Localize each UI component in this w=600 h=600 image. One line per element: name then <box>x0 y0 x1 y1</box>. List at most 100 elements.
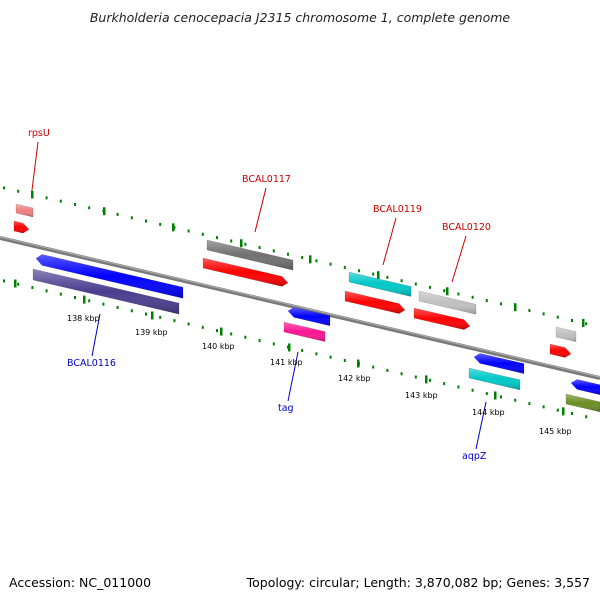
scale-tick-major <box>220 327 223 336</box>
scale-tick <box>414 282 417 286</box>
scale-tick <box>556 408 559 412</box>
gene-label-BCAL0119[interactable]: BCAL0119 <box>373 204 422 215</box>
scale-tick <box>258 246 261 250</box>
scale-tick-major <box>494 391 497 400</box>
feature-BCAL0119-cds[interactable] <box>344 290 406 314</box>
feature-BCAL0116-gene-shading <box>33 269 179 315</box>
feature-rpsU-gene[interactable] <box>15 203 34 218</box>
gene-label-BCAL0117[interactable]: BCAL0117 <box>242 174 291 185</box>
feature-BCAL0120-gene[interactable] <box>418 290 477 315</box>
scale-tick <box>272 342 275 346</box>
scale-tick <box>372 365 375 369</box>
label-leader-lines <box>31 141 487 450</box>
scale-tick <box>216 236 218 240</box>
feature-tag-cds-shading <box>288 307 330 326</box>
feature-aqpZ-cds[interactable] <box>473 353 525 374</box>
scale-tick <box>230 239 233 243</box>
scale-tick-major <box>562 407 565 416</box>
scale-tick <box>457 292 460 296</box>
scale-tick <box>585 322 588 326</box>
feature-right-cds[interactable] <box>549 343 572 358</box>
scale-tick <box>31 286 34 290</box>
feature-rpsU-cds[interactable] <box>13 220 30 234</box>
scale-tick-major <box>31 190 34 199</box>
feature-rpsU-gene-shading <box>16 204 33 217</box>
feature-aqpZ-cds-shading <box>474 353 524 374</box>
feature-aqpZ-gene[interactable] <box>468 367 521 391</box>
scale-tick <box>471 295 474 299</box>
scale-label: 138 kbp <box>67 314 100 323</box>
scale-tick <box>59 199 62 203</box>
feature-BCAL0116-cds-shading <box>36 254 183 299</box>
scale-tick <box>116 212 119 216</box>
feature-BCAL0119-gene[interactable] <box>348 271 412 297</box>
feature-BCAL0120-cds[interactable] <box>413 307 471 330</box>
scale-label: 144 kbp <box>472 408 505 417</box>
scale-tick <box>443 289 446 293</box>
feature-BCAL0117-cds[interactable] <box>202 257 289 287</box>
gene-label-tag[interactable]: tag <box>278 403 294 414</box>
scale-tick <box>187 229 190 233</box>
scale-tick <box>74 296 76 299</box>
scale-tick <box>201 232 204 236</box>
feature-aqpZ-gene-shading <box>469 368 520 390</box>
gene-label-aqpZ[interactable]: aqpZ <box>462 451 487 462</box>
feature-right-gene[interactable] <box>555 326 577 342</box>
scale-tick <box>542 405 545 409</box>
scale-label: 145 kbp <box>539 427 572 436</box>
leader-rpsU <box>31 141 39 191</box>
feature-rpsU-cds-shading <box>14 221 29 234</box>
feature-BCAL0116-cds[interactable] <box>35 254 184 299</box>
scale-tick <box>485 299 488 303</box>
scale-tick <box>244 242 247 246</box>
feature-tag-gene[interactable] <box>283 321 326 342</box>
leader-tag <box>287 351 299 402</box>
scale-tick <box>542 312 545 316</box>
scale-tick-major <box>83 295 86 304</box>
scale-ticks-upper <box>3 186 588 328</box>
feature-right-lower-cds[interactable] <box>570 379 600 396</box>
scale-tick <box>3 279 5 283</box>
scale-tick <box>457 385 460 389</box>
gene-label-BCAL0116[interactable]: BCAL0116 <box>67 358 116 369</box>
leader-BCAL0117 <box>254 187 267 233</box>
scale-tick <box>88 299 91 303</box>
feature-BCAL0116-gene[interactable] <box>32 268 180 315</box>
scale-tick <box>74 203 76 206</box>
scale-tick <box>130 309 133 313</box>
scale-tick <box>45 289 48 293</box>
feature-right-lower-gene[interactable] <box>565 393 600 413</box>
scale-tick-major <box>425 375 428 384</box>
scale-tick <box>145 219 147 223</box>
feature-right-lower-gene-shading <box>566 394 600 412</box>
feature-right-gene-shading <box>556 327 576 342</box>
scale-tick <box>17 282 20 286</box>
scale-tick <box>130 216 133 220</box>
scale-tick-major <box>172 223 175 232</box>
scale-tick <box>386 368 389 372</box>
feature-right-cds-shading <box>550 344 571 358</box>
gene-label-rpsU[interactable]: rpsU <box>28 128 50 139</box>
scale-tick <box>159 315 162 319</box>
scale-tick <box>329 262 332 266</box>
gene-label-BCAL0120[interactable]: BCAL0120 <box>442 222 491 233</box>
scale-tick <box>244 335 247 339</box>
scale-tick-major <box>151 311 154 320</box>
feature-tag-cds[interactable] <box>287 307 331 327</box>
accession-text: Accession: NC_011000 <box>9 575 152 590</box>
scale-tick-major <box>377 271 380 280</box>
scale-tick <box>102 302 105 306</box>
scale-tick <box>528 402 531 406</box>
scale-tick <box>514 398 517 402</box>
gene-features <box>13 203 600 413</box>
feature-BCAL0117-cds-shading <box>203 258 288 287</box>
scale-tick <box>287 252 289 256</box>
scale-tick <box>400 279 403 283</box>
feature-BCAL0117-gene[interactable] <box>206 239 294 271</box>
scale-tick-major <box>240 239 243 248</box>
scale-tick <box>173 319 176 323</box>
scale-label: 143 kbp <box>405 391 438 400</box>
scale-tick <box>485 392 488 396</box>
scale-tick <box>59 292 62 296</box>
scale-tick <box>301 256 304 260</box>
